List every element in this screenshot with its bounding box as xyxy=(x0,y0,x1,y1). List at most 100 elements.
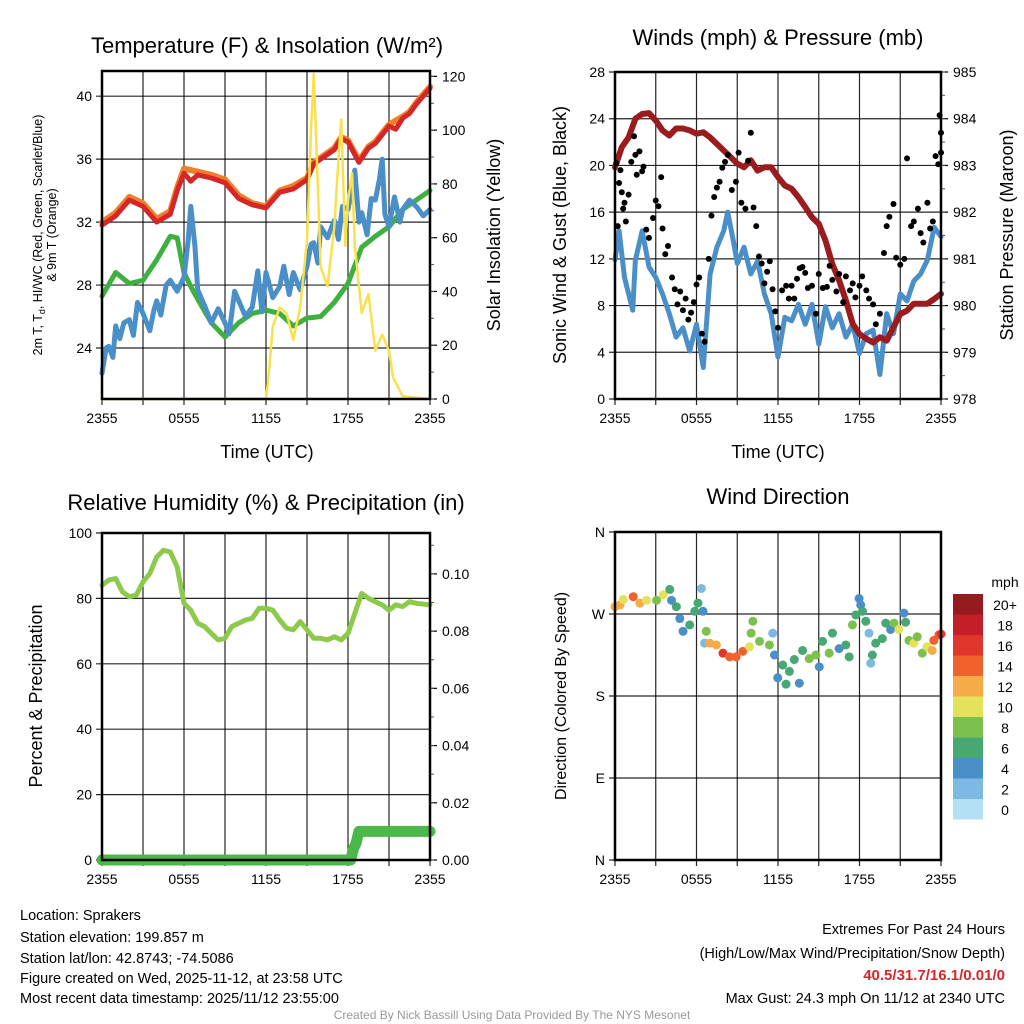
gust-point xyxy=(764,268,771,275)
gust-point xyxy=(640,163,647,170)
location-text: Location: Sprakers xyxy=(20,908,141,924)
wind-direction-point xyxy=(794,678,804,688)
gust-point xyxy=(711,193,718,200)
wind-direction-point xyxy=(755,636,765,646)
x-tick-label: 1155 xyxy=(763,871,793,887)
legend-swatch xyxy=(953,758,983,779)
gust-point xyxy=(880,250,887,257)
y-tick-label-left: 16 xyxy=(589,204,605,220)
gust-point xyxy=(755,253,762,260)
wind-direction-point xyxy=(678,626,688,636)
gust-point xyxy=(917,230,924,237)
wind-direction-point xyxy=(901,617,911,627)
gust-point xyxy=(632,151,639,158)
gust-point xyxy=(932,153,939,160)
wind-direction-point xyxy=(834,644,844,654)
y-tick-label-left: N xyxy=(595,524,605,540)
y-tick-label-right: 980 xyxy=(953,298,977,314)
gust-point xyxy=(631,133,638,140)
wind-direction-point xyxy=(746,628,756,638)
gust-point xyxy=(823,283,830,290)
y-tick-label-right: 0 xyxy=(442,391,450,407)
x-tick-label: 2355 xyxy=(599,871,630,887)
2m-t-line xyxy=(99,85,433,228)
humidity-panel: Relative Humidity (%) & Precipitation (i… xyxy=(26,490,469,887)
y-tick-label-right: 120 xyxy=(442,68,466,84)
gust-point xyxy=(735,149,742,156)
wind-direction-point xyxy=(658,590,668,600)
legend-swatch xyxy=(953,614,983,635)
gust-point xyxy=(929,218,936,225)
wind-direction-point xyxy=(784,666,794,676)
gust-point xyxy=(866,295,873,302)
gust-point xyxy=(662,251,669,258)
gust-point xyxy=(716,178,723,185)
gust-point xyxy=(836,271,843,278)
solar-insolation-line xyxy=(100,72,432,401)
wind-direction-point xyxy=(675,614,685,624)
gust-point xyxy=(808,282,815,289)
wind-direction-point xyxy=(711,640,721,650)
gust-point xyxy=(897,261,904,268)
y-tick-label-right: 80 xyxy=(442,176,458,192)
gust-point xyxy=(713,184,720,191)
gust-point xyxy=(633,171,640,178)
gust-point xyxy=(886,213,893,220)
gust-point xyxy=(645,234,652,241)
gust-point xyxy=(799,264,806,271)
wind-direction-point xyxy=(731,652,741,662)
wind-direction-point xyxy=(899,608,909,618)
plot-frame xyxy=(613,70,943,401)
wind-direction-point xyxy=(927,645,937,655)
legend-label: 16 xyxy=(997,638,1013,654)
x-tick-label: 2355 xyxy=(86,410,117,426)
station-pressure-line xyxy=(612,110,944,346)
wind-direction-point xyxy=(841,640,851,650)
wind-direction-point xyxy=(847,620,857,630)
legend-label: 10 xyxy=(997,700,1013,716)
gust-point xyxy=(658,174,665,181)
x-tick-label: 1755 xyxy=(332,871,363,887)
gust-point xyxy=(728,186,735,193)
y-tick-label-right: 20 xyxy=(442,337,458,353)
gust-point xyxy=(794,275,801,282)
wind-direction-point xyxy=(867,650,877,660)
timestamp-text: Most recent data timestamp: 2025/11/12 2… xyxy=(20,991,339,1007)
gust-point xyxy=(775,324,781,331)
gust-point xyxy=(750,204,757,211)
legend-label: 2 xyxy=(1001,782,1009,798)
plot-frame xyxy=(100,69,432,401)
extremes-values: 40.5/31.7/16.1/0.01/0 xyxy=(863,967,1005,984)
humidity-chart-title: Relative Humidity (%) & Precipitation (i… xyxy=(67,490,464,515)
y-tick-label-left: 32 xyxy=(76,214,92,230)
sonic-wind-line xyxy=(612,209,944,377)
wind-direction-panel: Wind Direction Direction (Colored By Spe… xyxy=(553,484,1019,887)
wind-direction-point xyxy=(894,624,904,634)
y-tick-label-left: 100 xyxy=(69,525,93,541)
gust-point xyxy=(625,191,632,198)
wind-direction-point xyxy=(768,628,778,638)
wind-direction-point xyxy=(917,648,927,658)
wind-direction-point xyxy=(881,618,891,628)
wind-direction-point xyxy=(857,606,867,616)
x-tick-label: 2355 xyxy=(599,410,630,426)
gust-point xyxy=(914,205,921,212)
y-tick-label-right: 0.00 xyxy=(442,852,469,868)
gust-point xyxy=(788,282,795,289)
wind-direction-point xyxy=(798,645,808,655)
wind-direction-point xyxy=(642,595,652,605)
x-tick-label: 2355 xyxy=(414,410,445,426)
x-tick-label: 1755 xyxy=(332,410,363,426)
y-tick-label-right: 981 xyxy=(953,251,977,267)
temperature-panel: Temperature (F) & Insolation (W/m²) Time… xyxy=(31,33,504,462)
y-tick-label-left: 40 xyxy=(76,88,92,104)
gust-point xyxy=(650,214,657,221)
wind-direction-point xyxy=(701,626,711,636)
gust-point xyxy=(779,287,786,294)
x-tick-label: 1155 xyxy=(251,410,281,426)
wind-direction-point xyxy=(693,598,703,608)
ylabel-part: 2m T, T xyxy=(31,314,45,356)
wind-direction-point xyxy=(698,606,708,616)
legend-swatch xyxy=(953,655,983,676)
gust-point xyxy=(705,255,712,262)
